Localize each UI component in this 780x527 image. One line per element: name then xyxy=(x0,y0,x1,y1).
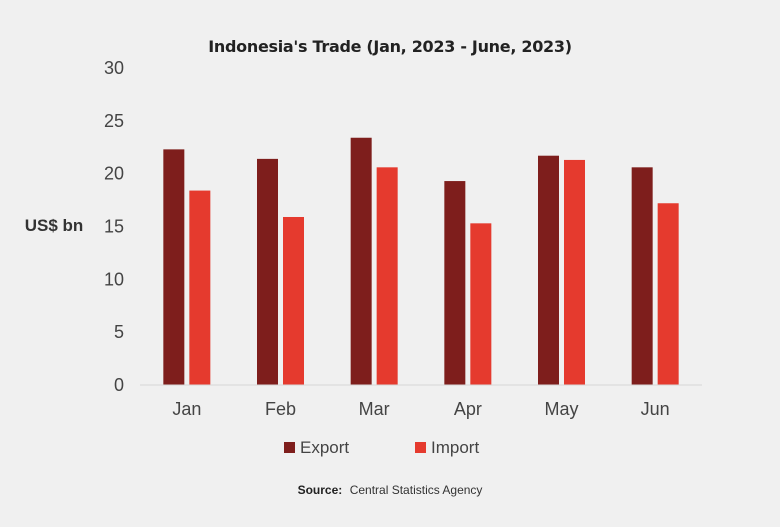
y-tick-label: 10 xyxy=(104,269,124,289)
legend-swatch-export xyxy=(284,442,295,453)
bar-import-apr xyxy=(470,223,492,385)
legend-label-export: Export xyxy=(300,438,349,457)
legend-label-import: Import xyxy=(431,438,479,457)
y-tick-label: 30 xyxy=(104,58,124,78)
bar-export-jun xyxy=(631,167,653,385)
bars xyxy=(163,137,679,385)
y-tick-label: 20 xyxy=(104,164,124,184)
bar-import-jan xyxy=(189,190,211,385)
source-text: Central Statistics Agency xyxy=(350,483,483,497)
source-note: Source: Central Statistics Agency xyxy=(298,481,483,498)
bar-import-mar xyxy=(376,167,398,385)
y-tick-label: 5 xyxy=(114,322,124,342)
y-axis-ticks: 0 5 10 15 20 25 30 xyxy=(104,58,124,395)
x-tick-label: Feb xyxy=(265,399,296,419)
legend: Export Import xyxy=(284,438,479,457)
bar-export-mar xyxy=(350,137,372,385)
y-tick-label: 25 xyxy=(104,111,124,131)
chart-title: Indonesia's Trade (Jan, 2023 - June, 202… xyxy=(208,37,571,56)
x-tick-label: Jan xyxy=(172,399,201,419)
x-tick-label: Apr xyxy=(454,399,482,419)
x-tick-label: May xyxy=(544,399,578,419)
y-tick-label: 15 xyxy=(104,217,124,237)
x-tick-label: Jun xyxy=(641,399,670,419)
bar-export-feb xyxy=(257,158,278,385)
legend-swatch-import xyxy=(415,442,426,453)
source-label: Source: xyxy=(298,483,343,497)
bar-import-may xyxy=(564,159,585,385)
x-tick-label: Mar xyxy=(359,399,390,419)
y-tick-label: 0 xyxy=(114,375,124,395)
x-axis-ticks: Jan Feb Mar Apr May Jun xyxy=(172,399,669,419)
y-axis-label: US$ bn xyxy=(25,216,84,235)
bar-export-jan xyxy=(163,149,185,385)
bar-export-may xyxy=(538,155,559,385)
bar-import-feb xyxy=(283,216,304,385)
bar-export-apr xyxy=(444,181,466,385)
bar-import-jun xyxy=(657,203,679,385)
